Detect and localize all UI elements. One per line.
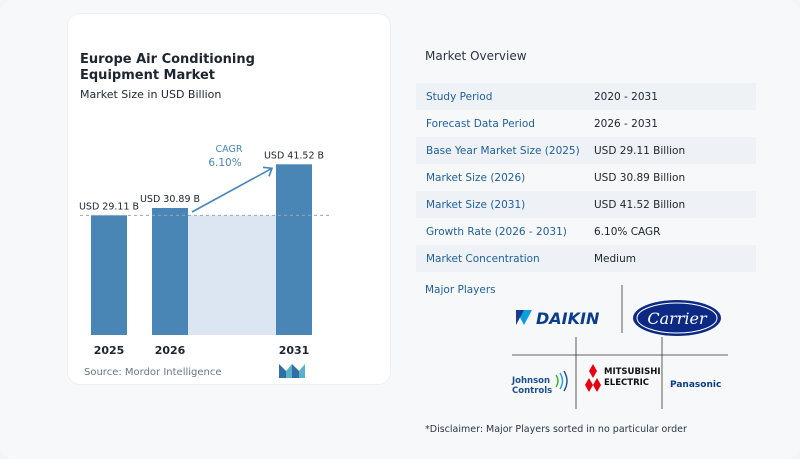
category-label: 2026 [155,344,186,357]
daikin-logo-text: DAIKIN [536,309,600,328]
overview-row: Growth Rate (2026 - 2031) 6.10% CAGR [416,218,756,245]
carrier-logo-icon: Carrier [633,300,721,336]
overview-row-value: 2026 - 2031 [594,117,658,130]
forecast-band [188,215,276,335]
overview-table: Study Period 2020 - 2031 Forecast Data Per… [416,83,756,272]
chart-subtitle: Market Size in USD Billion [80,88,222,101]
overview-row: Forecast Data Period 2026 - 2031 [416,110,756,137]
chart-title: Europe Air Conditioning Equipment Market [80,52,255,83]
cagr-arrow-head-icon [262,166,274,177]
overview-row-value: USD 30.89 Billion [594,171,686,184]
overview-row: Study Period 2020 - 2031 [416,83,756,110]
overview-row: Market Size (2031) USD 41.52 Billion [416,191,756,218]
overview-row: Market Concentration Medium [416,245,756,272]
carrier-logo-text: Carrier [647,309,708,328]
mordor-logo-icon [279,364,305,378]
overview-row-value: USD 29.11 Billion [594,144,686,157]
data-label: USD 29.11 B [79,201,139,212]
bar [91,215,127,335]
category-label: 2025 [94,344,125,357]
overview-row: Market Size (2026) USD 30.89 Billion [416,164,756,191]
category-label: 2031 [279,344,310,357]
bar [276,164,312,335]
johnson-controls-logo-icon: Johnson Controls [511,370,568,396]
overview-row-label: Base Year Market Size (2025) [426,144,580,157]
data-label: USD 30.89 B [140,194,200,205]
overview-row-value: 6.10% CAGR [594,225,661,238]
overview-row-label: Market Concentration [426,252,540,265]
overview-row-label: Market Size (2031) [426,198,526,211]
cagr-arrow-line [191,167,273,213]
players-logos: DAIKIN Carrier Johnson Controls MITSUBIS… [511,285,728,409]
overview-title: Market Overview [425,49,527,63]
overview-row-label: Market Size (2026) [426,171,526,184]
cagr-label: CAGR [216,144,243,155]
overview-row-label: Growth Rate (2026 - 2031) [426,225,567,238]
cagr-value: 6.10% [208,157,241,169]
overview-row-label: Forecast Data Period [426,117,535,130]
overview-row-value: 2020 - 2031 [594,90,658,103]
johnson-line2: Controls [512,386,552,396]
bar [152,208,188,335]
mitsubishi-electric-logo-icon: MITSUBISHI ELECTRIC [585,364,660,392]
overview-row-value: USD 41.52 Billion [594,198,686,211]
disclaimer-text: *Disclaimer: Major Players sorted in no … [425,424,687,435]
overview-row: Base Year Market Size (2025) USD 29.11 Bi… [416,137,756,164]
players-title: Major Players [425,284,496,296]
overview-row-value: Medium [594,252,636,265]
data-label: USD 41.52 B [264,150,324,161]
mitsubishi-line1: MITSUBISHI [604,367,660,377]
mitsubishi-line2: ELECTRIC [604,378,649,388]
johnson-line1: Johnson [511,376,550,386]
panasonic-logo-icon: Panasonic [670,380,721,390]
daikin-logo-icon: DAIKIN [516,309,600,328]
source-text: Source: Mordor Intelligence [84,367,222,378]
overview-row-label: Study Period [426,90,493,103]
